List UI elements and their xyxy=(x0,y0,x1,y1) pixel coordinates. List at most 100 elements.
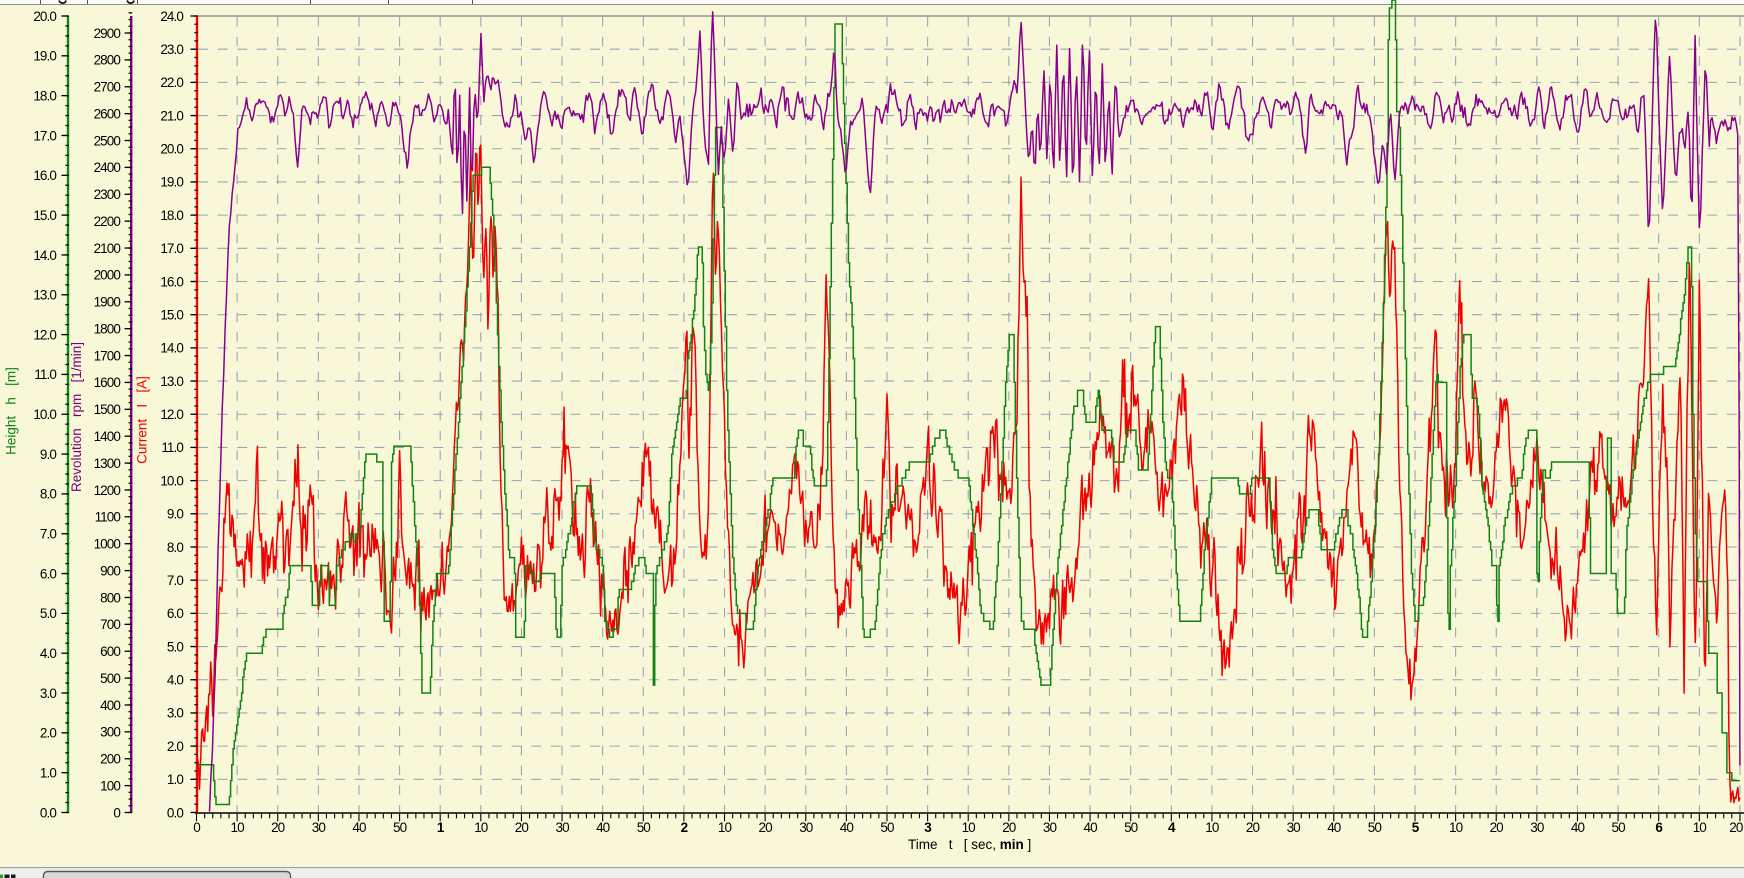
svg-text:700: 700 xyxy=(100,617,120,632)
svg-text:9.0: 9.0 xyxy=(40,447,56,462)
svg-text:300: 300 xyxy=(100,725,120,740)
svg-text:19.0: 19.0 xyxy=(160,175,183,190)
svg-text:20: 20 xyxy=(1002,820,1016,835)
svg-text:0.0: 0.0 xyxy=(40,805,56,820)
svg-text:10.0: 10.0 xyxy=(33,407,56,422)
svg-text:2200: 2200 xyxy=(94,214,121,229)
svg-text:1700: 1700 xyxy=(94,348,121,363)
svg-text:Time t [ sec, min ]: Time t [ sec, min ] xyxy=(908,837,1031,852)
svg-text:0: 0 xyxy=(193,820,200,835)
svg-text:7.0: 7.0 xyxy=(167,573,183,588)
svg-text:11.0: 11.0 xyxy=(161,440,183,455)
svg-text:Revolution rpm [1/min]: Revolution rpm [1/min] xyxy=(69,342,84,492)
svg-text:1400: 1400 xyxy=(94,429,121,444)
svg-text:12.0: 12.0 xyxy=(160,407,183,422)
svg-text:1300: 1300 xyxy=(94,456,121,471)
svg-text:4.0: 4.0 xyxy=(40,646,56,661)
svg-text:2100: 2100 xyxy=(94,241,121,256)
svg-text:20: 20 xyxy=(1246,820,1260,835)
svg-text:50: 50 xyxy=(1368,820,1382,835)
svg-text:40: 40 xyxy=(1571,820,1585,835)
svg-text:40: 40 xyxy=(1083,820,1097,835)
svg-text:800: 800 xyxy=(100,590,120,605)
svg-text:50: 50 xyxy=(1124,820,1138,835)
svg-text:40: 40 xyxy=(1327,820,1341,835)
svg-text:18.0: 18.0 xyxy=(33,88,56,103)
svg-text:3.0: 3.0 xyxy=(167,706,183,721)
svg-text:1200: 1200 xyxy=(94,483,121,498)
svg-text:10.0: 10.0 xyxy=(160,473,183,488)
svg-text:10: 10 xyxy=(1205,820,1219,835)
svg-text:12.0: 12.0 xyxy=(33,327,56,342)
svg-text:2.0: 2.0 xyxy=(167,739,183,754)
svg-text:0.0: 0.0 xyxy=(167,805,183,820)
svg-text:3: 3 xyxy=(924,820,932,835)
svg-text:400: 400 xyxy=(100,698,120,713)
svg-text:21.0: 21.0 xyxy=(160,108,183,123)
svg-text:4: 4 xyxy=(1168,820,1176,835)
svg-text:13.0: 13.0 xyxy=(33,288,56,303)
svg-text:10: 10 xyxy=(1449,820,1463,835)
svg-text:10: 10 xyxy=(718,820,732,835)
svg-text:1800: 1800 xyxy=(94,321,121,336)
svg-text:20: 20 xyxy=(271,820,285,835)
svg-text:20: 20 xyxy=(1490,820,1504,835)
svg-text:30: 30 xyxy=(1530,820,1544,835)
svg-text:2600: 2600 xyxy=(94,106,121,121)
svg-text:1.0: 1.0 xyxy=(40,765,56,780)
svg-text:10: 10 xyxy=(230,820,244,835)
svg-text:18.0: 18.0 xyxy=(160,208,183,223)
svg-text:1: 1 xyxy=(437,820,445,835)
svg-text:30: 30 xyxy=(1287,820,1301,835)
svg-text:17.0: 17.0 xyxy=(33,128,56,143)
svg-text:50: 50 xyxy=(393,820,407,835)
svg-text:500: 500 xyxy=(100,671,120,686)
svg-text:24.0: 24.0 xyxy=(160,9,183,24)
svg-text:11.0: 11.0 xyxy=(34,367,56,382)
svg-text:9.0: 9.0 xyxy=(167,507,183,522)
svg-text:30: 30 xyxy=(312,820,326,835)
svg-text:900: 900 xyxy=(100,563,120,578)
svg-text:2: 2 xyxy=(681,820,688,835)
svg-text:1.0: 1.0 xyxy=(167,772,183,787)
svg-text:2800: 2800 xyxy=(94,53,121,68)
svg-text:20: 20 xyxy=(1729,820,1743,835)
svg-text:1600: 1600 xyxy=(94,375,121,390)
svg-text:10: 10 xyxy=(962,820,976,835)
svg-text:2700: 2700 xyxy=(94,80,121,95)
svg-text:22.0: 22.0 xyxy=(160,75,183,90)
svg-text:40: 40 xyxy=(840,820,854,835)
svg-text:20: 20 xyxy=(758,820,772,835)
svg-text:2.0: 2.0 xyxy=(40,726,56,741)
svg-text:8.0: 8.0 xyxy=(40,487,56,502)
svg-text:20: 20 xyxy=(515,820,529,835)
svg-text:1500: 1500 xyxy=(94,402,121,417)
svg-text:19.0: 19.0 xyxy=(33,49,56,64)
svg-text:2000: 2000 xyxy=(94,268,121,283)
svg-text:30: 30 xyxy=(555,820,569,835)
svg-text:Height h [m]: Height h [m] xyxy=(4,367,19,455)
svg-text:100: 100 xyxy=(100,778,120,793)
svg-text:7.0: 7.0 xyxy=(40,527,56,542)
svg-text:6: 6 xyxy=(1655,820,1663,835)
svg-text:3.0: 3.0 xyxy=(40,686,56,701)
svg-text:23.0: 23.0 xyxy=(160,42,183,57)
svg-text:13.0: 13.0 xyxy=(160,374,183,389)
svg-text:10: 10 xyxy=(474,820,488,835)
svg-text:Current I [A]: Current I [A] xyxy=(135,376,150,464)
svg-text:0: 0 xyxy=(113,805,120,820)
svg-text:2400: 2400 xyxy=(94,160,121,175)
svg-text:5.0: 5.0 xyxy=(167,639,183,654)
svg-text:30: 30 xyxy=(1043,820,1057,835)
svg-text:17.0: 17.0 xyxy=(160,241,183,256)
svg-text:20.0: 20.0 xyxy=(33,9,56,24)
svg-text:5.0: 5.0 xyxy=(40,606,56,621)
svg-text:40: 40 xyxy=(596,820,610,835)
svg-text:40: 40 xyxy=(352,820,366,835)
svg-text:1900: 1900 xyxy=(94,295,121,310)
svg-text:50: 50 xyxy=(637,820,651,835)
svg-text:14.0: 14.0 xyxy=(33,248,56,263)
svg-text:15.0: 15.0 xyxy=(160,307,183,322)
svg-text:8.0: 8.0 xyxy=(167,540,183,555)
svg-text:6.0: 6.0 xyxy=(167,606,183,621)
